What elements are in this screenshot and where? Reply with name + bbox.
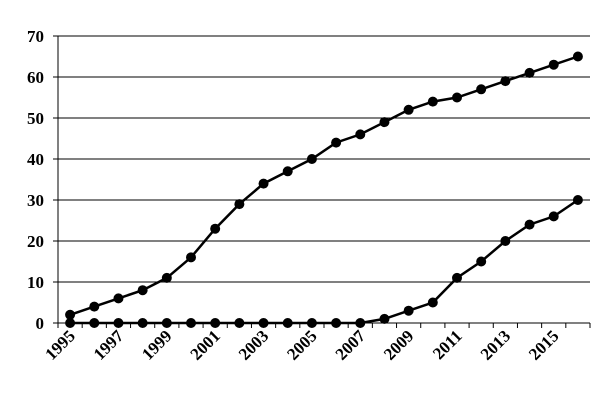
data-point <box>379 313 390 324</box>
data-point <box>282 166 293 177</box>
data-point <box>548 59 559 70</box>
y-tick-label: 70 <box>27 27 44 46</box>
x-tick-label: 2011 <box>429 326 466 363</box>
data-point <box>403 104 414 115</box>
data-point <box>258 178 269 189</box>
data-point <box>355 129 366 140</box>
data-point <box>452 92 462 103</box>
data-point <box>210 318 221 328</box>
series-line <box>69 55 579 316</box>
data-point <box>452 272 462 283</box>
data-point <box>403 305 414 316</box>
data-point <box>500 236 511 246</box>
data-point <box>186 252 196 263</box>
x-tick-label: 1999 <box>138 326 175 363</box>
data-point <box>113 318 124 328</box>
x-tick-label: 1995 <box>41 326 78 363</box>
x-tick-label: 2009 <box>380 326 417 363</box>
y-tick-label: 20 <box>27 232 44 251</box>
x-tick-label: 2015 <box>525 326 562 363</box>
data-point <box>572 195 583 205</box>
data-point <box>524 67 535 78</box>
data-point <box>137 318 148 328</box>
data-point <box>306 154 317 164</box>
data-point <box>258 318 269 328</box>
data-point <box>476 256 487 267</box>
data-point <box>161 318 172 328</box>
y-tick-label: 40 <box>27 150 44 169</box>
data-point <box>331 137 342 148</box>
data-point <box>113 293 124 304</box>
data-point <box>234 199 245 210</box>
data-point <box>331 318 342 328</box>
data-point <box>476 84 487 95</box>
y-tick-label: 30 <box>27 191 44 210</box>
data-point <box>500 76 511 87</box>
data-point <box>137 285 148 296</box>
x-tick-label: 2003 <box>235 326 272 363</box>
data-point <box>161 272 172 283</box>
data-point <box>355 318 366 328</box>
data-point <box>89 301 100 312</box>
data-point <box>186 318 196 328</box>
y-tick-label: 10 <box>27 273 44 292</box>
x-tick-label: 2005 <box>283 326 320 363</box>
data-point <box>65 309 76 320</box>
x-tick-label: 1997 <box>90 326 128 364</box>
y-tick-label: 50 <box>27 109 44 128</box>
data-point <box>282 318 293 328</box>
data-point <box>65 318 76 328</box>
x-tick-label: 2001 <box>187 326 224 363</box>
y-tick-label: 60 <box>27 68 44 87</box>
x-tick-label: 2013 <box>477 326 514 363</box>
data-point <box>427 96 438 107</box>
data-point <box>379 117 390 128</box>
data-point <box>210 223 221 234</box>
data-point <box>524 219 535 230</box>
x-tick-label: 2007 <box>332 326 370 364</box>
series-line <box>70 198 579 325</box>
data-point <box>306 318 317 328</box>
y-tick-label: 0 <box>36 314 45 333</box>
data-point <box>572 51 583 62</box>
data-point <box>427 297 438 308</box>
data-point <box>89 318 100 328</box>
data-point <box>234 318 245 328</box>
data-point <box>548 211 559 222</box>
